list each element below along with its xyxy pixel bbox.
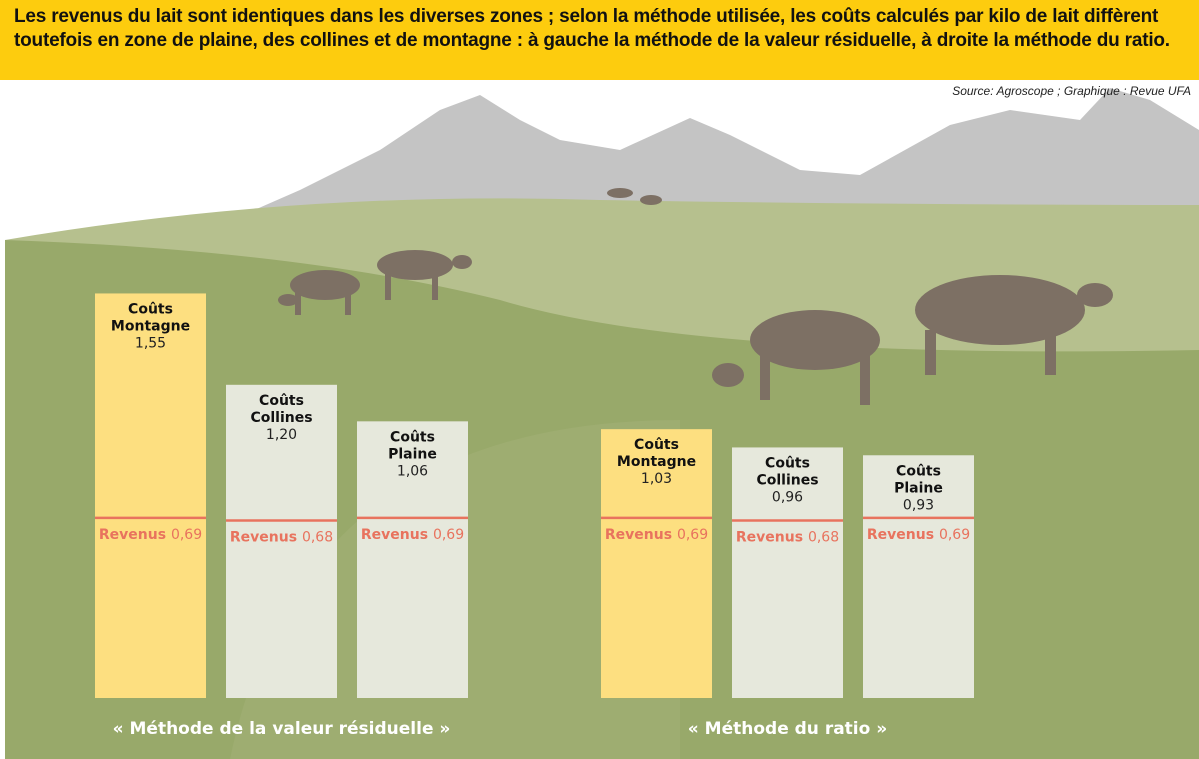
revenue-label: Revenus 0,69	[605, 527, 708, 543]
cost-bar	[226, 384, 337, 698]
cost-value: 1,20	[266, 427, 297, 443]
cost-bar	[601, 429, 712, 698]
cow-icon	[607, 188, 662, 205]
chart-header: Les revenus du lait sont identiques dans…	[0, 0, 1199, 80]
cow-icon	[915, 275, 1113, 375]
revenue-word: Revenus	[736, 530, 808, 546]
cost-value: 0,96	[772, 489, 803, 505]
revenue-value: 0,69	[677, 527, 708, 543]
revenue-word: Revenus	[605, 527, 677, 543]
zone-label: Collines	[250, 410, 312, 426]
revenue-label: Revenus 0,69	[99, 527, 202, 543]
cost-value: 0,93	[903, 497, 934, 513]
zone-label: Montagne	[111, 318, 190, 334]
cost-value: 1,06	[397, 463, 428, 479]
revenue-word: Revenus	[230, 530, 302, 546]
method-title: « Méthode du ratio »	[688, 719, 887, 739]
cost-value: 1,03	[641, 471, 672, 487]
cow-icon	[377, 250, 472, 300]
cow-icon	[712, 310, 880, 405]
cost-label: Coûts	[128, 301, 173, 317]
cost-label: Coûts	[765, 455, 810, 471]
zone-label: Plaine	[388, 446, 437, 462]
revenue-word: Revenus	[99, 527, 171, 543]
cost-bar	[357, 421, 468, 698]
revenue-label: Revenus 0,69	[867, 527, 970, 543]
revenue-word: Revenus	[361, 527, 433, 543]
zone-label: Collines	[756, 472, 818, 488]
revenue-label: Revenus 0,68	[230, 530, 333, 546]
zone-label: Plaine	[894, 480, 943, 496]
revenue-label: Revenus 0,68	[736, 530, 839, 546]
cost-label: Coûts	[634, 437, 679, 453]
cost-label: Coûts	[259, 393, 304, 409]
method-title: « Méthode de la valeur résiduelle »	[113, 719, 451, 739]
cost-bar	[863, 455, 974, 698]
source-note: Source: Agroscope ; Graphique : Revue UF…	[952, 84, 1191, 98]
cost-label: Coûts	[896, 463, 941, 479]
revenue-value: 0,69	[433, 527, 464, 543]
cost-label: Coûts	[390, 429, 435, 445]
cow-icon	[278, 270, 360, 315]
cost-bar	[732, 447, 843, 698]
revenue-value: 0,68	[808, 530, 839, 546]
cost-bar	[95, 293, 206, 698]
revenue-value: 0,69	[939, 527, 970, 543]
cost-value: 1,55	[135, 335, 166, 351]
zone-label: Montagne	[617, 454, 696, 470]
revenue-label: Revenus 0,69	[361, 527, 464, 543]
revenue-word: Revenus	[867, 527, 939, 543]
revenue-value: 0,69	[171, 527, 202, 543]
revenue-value: 0,68	[302, 530, 333, 546]
